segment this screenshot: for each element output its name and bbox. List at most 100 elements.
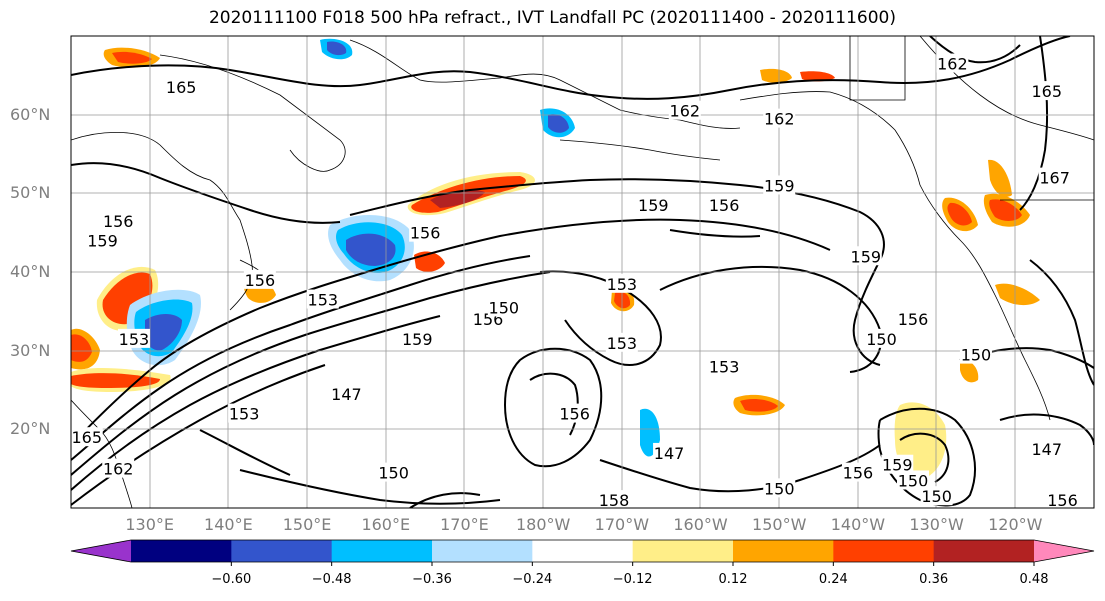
- anomaly-patch-positive: [942, 197, 978, 232]
- colorbar-outline: [70, 539, 1095, 563]
- contour-label: 156: [898, 310, 929, 329]
- lon-label: 160°E: [361, 515, 411, 534]
- lon-label: 130°W: [909, 515, 964, 534]
- lon-label: 130°E: [125, 515, 175, 534]
- contour-label-bg: [102, 210, 135, 230]
- contour-label: 153: [119, 330, 150, 349]
- contour-label-bg: [708, 356, 741, 376]
- map-frame: [70, 35, 1095, 509]
- contour-label: 156: [1047, 491, 1078, 510]
- anomaly-patch-positive: [960, 283, 1040, 383]
- contour-label: 156: [245, 271, 276, 290]
- contour-label-bg: [1038, 167, 1071, 187]
- colorbar-segment: [432, 540, 533, 562]
- map-title: 2020111100 F018 500 hPa refract., IVT La…: [208, 8, 896, 28]
- contour-label: 153: [709, 357, 740, 376]
- contour-label: 158: [599, 491, 630, 510]
- colorbar-segment: [632, 540, 734, 562]
- contour-label-bg: [605, 273, 638, 293]
- contour-label-bg: [897, 309, 930, 329]
- contour-label: 150: [961, 346, 992, 365]
- colorbar-tick-label: −0.24: [512, 572, 553, 587]
- contour-label-bg: [102, 458, 135, 478]
- contour-label: 156: [843, 464, 874, 483]
- contour-label: 150: [489, 298, 520, 317]
- contour-label-bg: [668, 100, 701, 120]
- contour-label: 162: [764, 110, 795, 129]
- contour-label: 147: [1032, 440, 1063, 459]
- contour-label-bg: [487, 297, 520, 317]
- contour-label-bg: [243, 269, 276, 289]
- contour-label-bg: [763, 478, 796, 498]
- contour-label-bg: [330, 383, 363, 403]
- anomaly-patch-negative: [320, 38, 353, 60]
- anomaly-patch-positive: [103, 47, 160, 68]
- contour-label: 159: [638, 196, 669, 215]
- contour-label: 165: [1032, 82, 1063, 101]
- lat-label: 20°N: [10, 419, 51, 439]
- contour-label-bg: [605, 332, 638, 352]
- contour-label-bg: [409, 222, 442, 242]
- contour-label-bg: [959, 344, 992, 364]
- contour-label: 153: [607, 334, 638, 353]
- contour-label: 153: [607, 275, 638, 294]
- lat-label: 50°N: [10, 183, 51, 203]
- anomaly-patch-negative: [328, 214, 414, 282]
- contour-label-bg: [897, 470, 930, 490]
- contour-label-bg: [708, 195, 741, 215]
- anomaly-patch-positive: [71, 328, 100, 370]
- lon-label: 180°W: [515, 515, 571, 534]
- colorbar-segment: [331, 540, 433, 562]
- contour-label: 150: [866, 330, 897, 349]
- anomaly-patch-negative: [540, 108, 575, 138]
- colorbar-tick-label: 0.12: [718, 572, 748, 587]
- lon-label: 170°E: [440, 515, 489, 534]
- contour-label: 150: [898, 471, 929, 490]
- contour-label-bg: [841, 462, 874, 482]
- contour-label: 150: [764, 479, 795, 498]
- contour-label-bg: [849, 246, 882, 266]
- contour-label: 150: [921, 487, 952, 506]
- contour-label: 159: [87, 232, 118, 251]
- shaded-anomaly-regions: [71, 38, 1040, 480]
- contour-label: 159: [764, 176, 795, 195]
- contour-label-bg: [920, 486, 953, 506]
- lat-label: 40°N: [10, 262, 51, 281]
- contour-label: 150: [378, 464, 409, 483]
- contour-label-bg: [637, 195, 670, 215]
- lon-label: 140°W: [830, 515, 886, 534]
- colorbar-segment: [933, 540, 1035, 562]
- contour-label-bg: [763, 108, 796, 128]
- contour-label-bg: [597, 490, 630, 508]
- colorbar-tick-label: −0.36: [412, 572, 452, 587]
- contour-label: 159: [402, 330, 433, 349]
- colorbar-tick-label: 0.48: [1019, 572, 1049, 587]
- colorbar-segment: [131, 540, 232, 562]
- contour-label: 156: [709, 196, 740, 215]
- contour-label: 153: [229, 405, 260, 424]
- contour-label-bg: [865, 328, 898, 348]
- contour-label: 153: [308, 291, 339, 310]
- contour-label: 156: [559, 405, 590, 424]
- contour-label: 162: [103, 460, 134, 479]
- contour-label-bg: [763, 175, 796, 195]
- contour-label: 147: [331, 385, 362, 404]
- contour-label-bg: [306, 289, 339, 309]
- lon-label: 120°W: [988, 515, 1043, 534]
- contour-label-bg: [377, 462, 410, 482]
- lat-label: 60°N: [10, 104, 51, 124]
- colorbar-segment: [532, 540, 634, 562]
- contour-label-bg: [1030, 439, 1063, 458]
- colorbar-tick-label: 0.24: [818, 572, 848, 587]
- lon-label: 160°W: [673, 515, 728, 534]
- refractivity-contours: [71, 36, 1094, 508]
- contour-label-bg: [117, 328, 150, 348]
- contour-label: 165: [166, 78, 197, 97]
- contour-label-bg: [653, 442, 686, 462]
- contour-label: 156: [103, 212, 134, 231]
- colorbar-extend-low: [71, 540, 131, 562]
- contour-label-bg: [558, 403, 591, 423]
